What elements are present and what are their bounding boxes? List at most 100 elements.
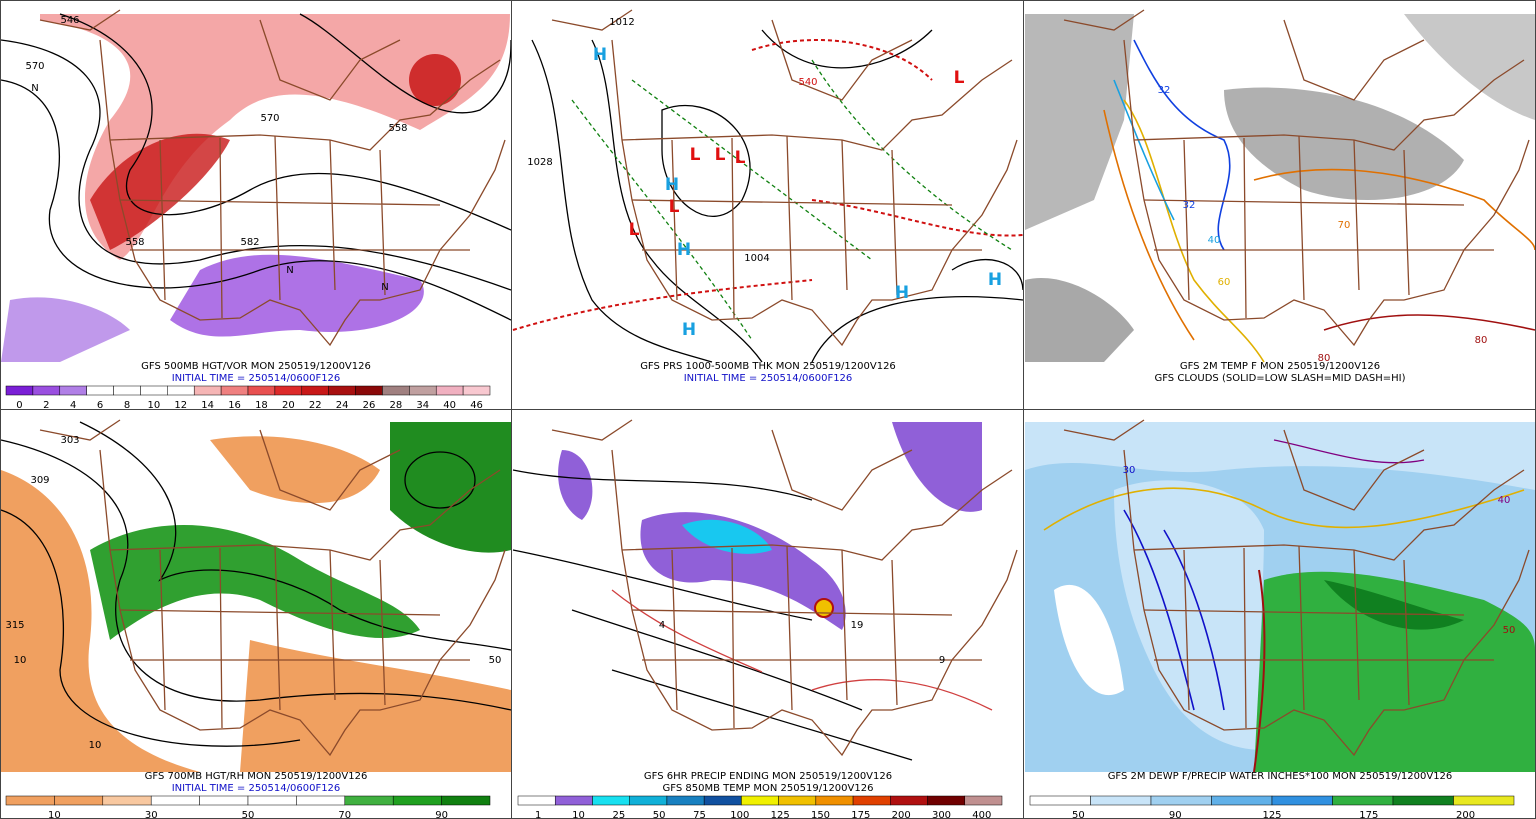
contour-label: 540 [798,77,817,88]
colorbar-swatch [167,385,195,396]
colorbar-label: 22 [309,400,322,411]
colorbar-swatch [296,795,346,806]
colorbar-label: 175 [1359,810,1378,819]
colorbar-swatch [382,385,410,396]
colorbar-swatch [517,795,556,806]
caption: GFS 2M DEWP F/PRECIP WATER INCHES*100 MO… [1108,771,1453,782]
colorbar-swatch [247,795,297,806]
colorbar-swatch [1029,795,1091,806]
colorbar-swatch [220,385,249,396]
colorbar-label: 10 [572,810,585,819]
colorbar-label: 14 [201,400,214,411]
colorbar-swatch [741,795,779,806]
pressure-center: L [735,148,746,168]
colorbar-swatch [392,795,442,806]
colorbar-label: 8 [124,400,130,411]
contour-label: 80 [1475,335,1488,346]
colorbar-label: 16 [228,400,241,411]
colorbar-swatch [301,385,329,396]
colorbar-swatch [344,795,394,806]
colorbar-swatch [5,385,34,396]
contour-label: 303 [60,435,79,446]
contour-label: 9 [939,655,945,666]
colorbar-swatch [554,795,593,806]
colorbar-label: 20 [282,400,295,411]
map-2m-temp [1025,9,1536,363]
caption-2: GFS CLOUDS (SOLID=LOW SLASH=MID DASH=HI) [1154,373,1405,384]
colorbar-label: 90 [435,810,448,819]
pressure-center: L [715,145,726,165]
colorbar-swatch [140,385,168,396]
colorbar-swatch [852,795,891,806]
map-500mb [0,9,512,362]
contour-label: 315 [5,620,24,631]
colorbar-swatch [409,385,437,396]
colorbar-swatch [59,385,87,396]
colorbar-swatch [629,795,668,806]
contour-label: 80 [1318,353,1331,364]
colorbar-label: 2 [43,400,49,411]
contour-label: 558 [125,237,144,248]
colorbar-swatch [927,795,966,806]
caption: GFS 2M TEMP F MON 250519/1200V126 [1180,361,1380,372]
colorbar-label: 46 [470,400,483,411]
colorbar-swatch [86,385,114,396]
colorbar-swatch [778,795,817,806]
colorbar-label: 6 [97,400,103,411]
colorbar-label: 75 [693,810,706,819]
colorbar-swatch [1332,795,1394,806]
contour-label: 570 [25,61,44,72]
colorbar-label: 24 [336,400,349,411]
caption: GFS 500MB HGT/VOR MON 250519/1200V126 [141,361,371,372]
initial-time: INITIAL TIME = 250514/0600F126 [172,373,341,384]
colorbar-label: 18 [255,400,268,411]
pressure-center: H [988,270,1002,290]
colorbar-label: 10 [148,400,161,411]
pressure-center: L [669,197,680,217]
colorbar-label: 10 [48,810,61,819]
colorbar-label: 100 [730,810,749,819]
colorbar-label: 28 [390,400,403,411]
overlay: GFS 500MB HGT/VOR MON 250519/1200V126INI… [5,15,1515,819]
colorbar-swatch [113,385,141,396]
colorbar-label: 125 [1262,810,1281,819]
pressure-center: H [895,283,909,303]
contour-label: 32 [1183,200,1196,211]
pressure-center: H [665,175,679,195]
colorbar-label: 70 [338,810,351,819]
contour-label: 582 [240,237,259,248]
contour-label: 10 [14,655,27,666]
contour-label: 1028 [527,157,552,168]
colorbar-swatch [435,385,464,396]
caption: GFS 6HR PRECIP ENDING MON 250519/1200V12… [644,771,892,782]
caption-2: GFS 850MB TEMP MON 250519/1200V126 [663,783,874,794]
colorbar-swatch [1090,795,1152,806]
colorbar-swatch [1150,795,1212,806]
colorbar-label: 125 [771,810,790,819]
colorbar-swatch [150,795,200,806]
colorbar-label: 175 [851,810,870,819]
contour-label: 40 [1498,495,1511,506]
pressure-center: H [593,45,607,65]
colorbar-swatch [102,795,152,806]
colorbar-label: 200 [1456,810,1475,819]
colorbar-swatch [964,795,1003,806]
caption: GFS 700MB HGT/RH MON 250519/1200V126 [145,771,368,782]
colorbar-label: 50 [653,810,666,819]
initial-time: INITIAL TIME = 250514/0600F126 [172,783,341,794]
colorbar-swatch [5,795,55,806]
colorbar-swatch [441,795,491,806]
caption: GFS PRS 1000-500MB THK MON 250519/1200V1… [640,361,896,372]
colorbar-label: 0 [16,400,22,411]
contour-label: 309 [30,475,49,486]
contour-label: 1004 [744,253,769,264]
colorbar-label: 400 [972,810,991,819]
colorbar-label: 200 [892,810,911,819]
contour-label: N [31,83,38,94]
colorbar-label: 34 [416,400,429,411]
colorbar-swatch [355,385,383,396]
contour-label: 40 [1208,235,1221,246]
colorbar-label: 4 [70,400,76,411]
colorbar-swatch [666,795,705,806]
